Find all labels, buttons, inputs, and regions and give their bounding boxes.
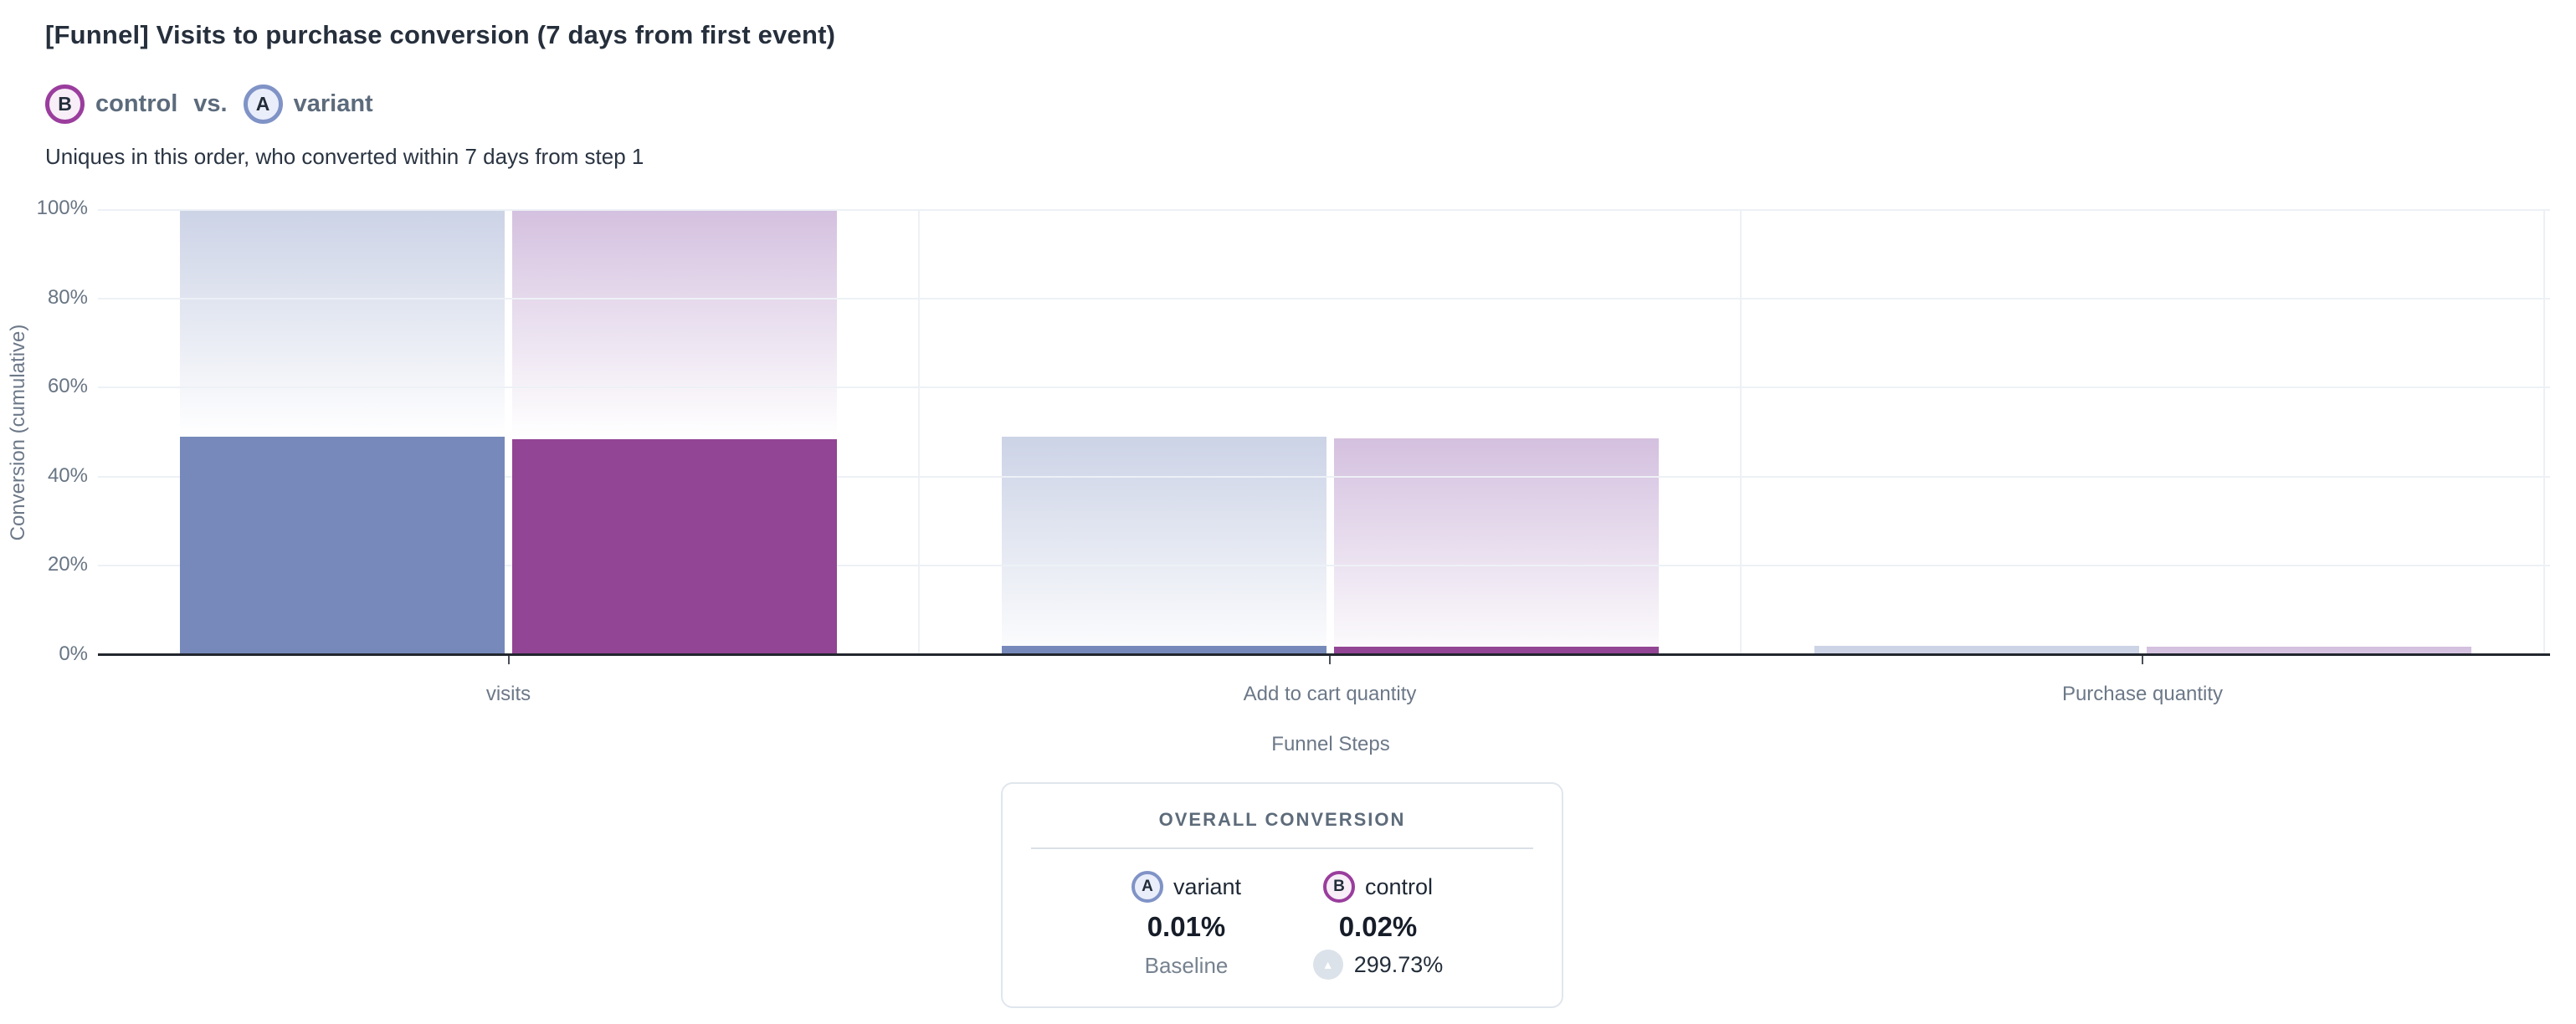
y-tick-label-60: 60%: [47, 375, 88, 398]
arrow-up-icon: ▲: [1321, 958, 1334, 971]
overall-conversion-heading: OVERALL CONVERSION: [1158, 809, 1406, 830]
y-tick-label-80: 80%: [47, 285, 88, 309]
gridline-h-100: [98, 209, 2550, 211]
variant-conversion-column: A variant 0.01% Baseline: [1105, 869, 1268, 980]
y-tick-label-20: 20%: [47, 553, 88, 576]
variant-name-row: A variant: [1131, 869, 1241, 904]
bar-conversion-variant-step2[interactable]: [1001, 646, 1326, 655]
bar-dropoff-variant-step3[interactable]: [1814, 646, 2139, 655]
gridline-v-2: [2543, 209, 2545, 655]
control-variant-badge[interactable]: B: [45, 84, 85, 124]
gridline-h-60: [98, 387, 2550, 389]
funnel-chart: visits Add to cart quantity Purchase quant…: [7, 197, 2550, 755]
variant-baseline-note: Baseline: [1144, 953, 1229, 978]
y-tick-label-100: 100%: [36, 197, 88, 219]
bar-conversion-control-step1[interactable]: [512, 438, 837, 655]
bar-dropoff-control-step3[interactable]: [2146, 647, 2471, 655]
legend-label-control[interactable]: control: [95, 90, 178, 117]
gridline-v-1: [1740, 209, 1742, 655]
y-tick-label-40: 40%: [47, 463, 88, 487]
page-title: [Funnel] Visits to purchase conversion (…: [45, 20, 836, 49]
funnel-description: Uniques in this order, who converted wit…: [45, 144, 644, 169]
legend-label-variant[interactable]: variant: [293, 90, 373, 117]
y-axis-title: Conversion (cumulative): [7, 324, 29, 540]
plot-area: [98, 209, 2550, 656]
bar-dropoff-variant-step1[interactable]: [180, 209, 505, 438]
x-tick-0: [507, 655, 510, 664]
x-category-label-2: Purchase quantity: [2061, 683, 2224, 705]
control-name: control: [1364, 873, 1434, 899]
gridline-h-80: [98, 297, 2550, 300]
variant-name: variant: [1173, 873, 1242, 899]
card-divider: [1031, 847, 1533, 849]
variant-a-badge[interactable]: A: [243, 84, 283, 124]
x-axis-line: [98, 653, 2550, 656]
bar-conversion-control-step2[interactable]: [1333, 647, 1659, 655]
conversion-columns: A variant 0.01% Baseline B control 0.02%…: [1105, 869, 1460, 980]
x-axis-title: Funnel Steps: [1271, 733, 1390, 755]
overall-conversion-card: OVERALL CONVERSION A variant 0.01% Basel…: [1001, 782, 1563, 1008]
bar-conversion-variant-step1[interactable]: [180, 437, 505, 655]
y-tick-label-0: 0%: [59, 643, 88, 665]
x-category-label-1: Add to cart quantity: [1243, 683, 1417, 705]
experiment-legend: B control vs. A variant: [45, 84, 373, 124]
control-delta-value: 299.73%: [1353, 951, 1444, 977]
delta-up-badge: ▲: [1312, 950, 1343, 980]
gridline-h-20: [98, 565, 2550, 567]
x-tick-1: [1329, 655, 1331, 664]
bar-dropoff-control-step1[interactable]: [512, 209, 837, 439]
legend-vs-text: vs.: [193, 90, 228, 117]
bar-dropoff-control-step2[interactable]: [1333, 438, 1659, 648]
bar-dropoff-variant-step2[interactable]: [1001, 437, 1326, 647]
variant-a-badge: A: [1131, 871, 1163, 903]
x-category-label-0: visits: [485, 683, 531, 705]
control-delta-row: ▲ 299.73%: [1312, 950, 1444, 980]
gridline-v-0: [918, 209, 920, 655]
variant-conversion-value: 0.01%: [1147, 911, 1226, 942]
x-tick-2: [2142, 655, 2143, 664]
control-conversion-column: B control 0.02% ▲ 299.73%: [1296, 869, 1460, 980]
control-conversion-value: 0.02%: [1338, 911, 1418, 942]
gridline-h-40: [98, 475, 2550, 478]
control-name-row: B control: [1322, 869, 1434, 904]
control-b-badge: B: [1322, 871, 1355, 903]
